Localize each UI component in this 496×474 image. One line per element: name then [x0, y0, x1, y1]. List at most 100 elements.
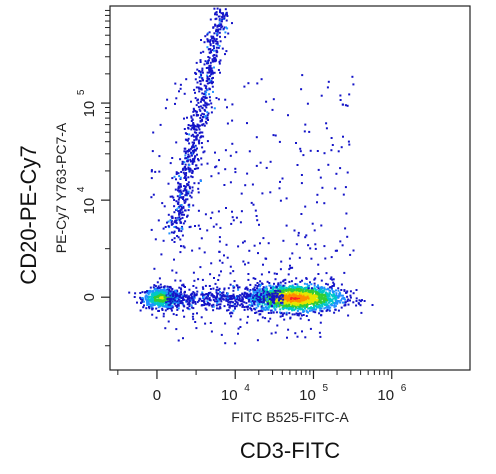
event-dot	[179, 279, 182, 282]
event-dot	[186, 116, 188, 119]
event-dot	[172, 291, 175, 294]
event-dot	[199, 266, 202, 269]
event-dot	[147, 293, 150, 296]
event-dot	[169, 162, 172, 165]
event-dot	[308, 309, 311, 312]
event-dot	[186, 198, 189, 201]
event-dot	[312, 291, 315, 294]
event-dot	[239, 326, 242, 328]
event-dot	[216, 286, 219, 289]
event-dot	[259, 242, 261, 245]
event-dot	[165, 301, 168, 304]
event-dot	[254, 209, 257, 212]
event-dot	[229, 283, 232, 286]
event-dot	[154, 299, 156, 302]
event-dot	[312, 296, 315, 299]
event-dot	[197, 140, 200, 143]
event-dot	[255, 290, 258, 293]
event-dot	[185, 174, 187, 177]
event-dot	[277, 289, 280, 292]
event-dot	[188, 308, 191, 311]
event-dot	[299, 298, 302, 301]
event-dot	[150, 170, 153, 173]
event-dot	[272, 134, 275, 137]
event-dot	[209, 99, 212, 102]
event-dot	[330, 256, 333, 259]
event-dot	[289, 307, 292, 310]
event-dot	[235, 305, 238, 308]
event-dot	[297, 231, 300, 234]
event-dot	[333, 305, 336, 308]
event-dot	[315, 299, 318, 302]
event-dot	[163, 205, 166, 208]
event-dot	[180, 288, 183, 291]
event-dot	[332, 281, 335, 284]
event-dot	[217, 289, 220, 292]
event-dot	[285, 313, 288, 316]
event-dot	[226, 13, 228, 16]
event-dot	[182, 283, 185, 286]
event-dot	[210, 37, 213, 40]
event-dot	[293, 313, 296, 316]
event-dot	[294, 305, 297, 308]
event-dot	[206, 46, 209, 49]
event-dot	[209, 273, 212, 276]
event-dot	[263, 293, 266, 296]
event-dot	[187, 307, 190, 310]
event-dot	[309, 281, 311, 284]
event-dot	[282, 239, 285, 242]
event-dot	[163, 298, 166, 301]
event-dot	[250, 201, 253, 204]
event-dot	[186, 298, 189, 301]
event-dot	[287, 288, 290, 291]
event-dot	[218, 18, 221, 21]
event-dot	[278, 293, 281, 296]
event-dot	[148, 307, 151, 310]
event-dot	[191, 169, 194, 172]
event-dot	[149, 286, 152, 289]
event-dot	[151, 150, 154, 153]
event-dot	[281, 301, 284, 304]
event-dot	[184, 185, 187, 188]
event-dot	[162, 227, 165, 230]
event-dot	[234, 302, 237, 305]
event-dot	[311, 308, 314, 311]
event-dot	[205, 67, 208, 69]
event-dot	[218, 25, 221, 27]
event-dot	[274, 278, 277, 281]
event-dot	[226, 15, 229, 17]
event-dot	[206, 38, 209, 41]
event-dot	[193, 125, 196, 128]
event-dot	[307, 319, 310, 322]
event-dot	[288, 293, 290, 296]
event-dot	[173, 237, 176, 240]
event-dot	[198, 76, 201, 79]
event-dot	[224, 8, 227, 11]
event-dot	[191, 162, 194, 165]
event-dot	[280, 311, 283, 314]
event-dot	[172, 295, 174, 298]
event-dot	[286, 302, 289, 305]
event-dot	[296, 291, 299, 294]
event-dot	[317, 304, 320, 307]
event-dot	[219, 28, 222, 31]
event-dot	[297, 307, 300, 310]
event-dot	[202, 135, 205, 138]
event-dot	[279, 281, 282, 284]
event-dot	[183, 161, 186, 164]
event-dot	[236, 303, 239, 306]
event-dot	[174, 217, 177, 219]
event-dot	[304, 336, 307, 339]
event-dot	[207, 119, 209, 121]
event-dot	[148, 290, 150, 292]
event-dot	[195, 72, 198, 75]
event-dot	[167, 320, 170, 323]
event-dot	[207, 302, 210, 305]
event-dot	[215, 289, 218, 291]
event-dot	[323, 297, 326, 300]
event-dot	[194, 135, 197, 138]
event-dot	[186, 300, 189, 303]
event-dot	[315, 292, 318, 295]
event-dot	[174, 279, 177, 282]
event-dot	[217, 28, 220, 31]
